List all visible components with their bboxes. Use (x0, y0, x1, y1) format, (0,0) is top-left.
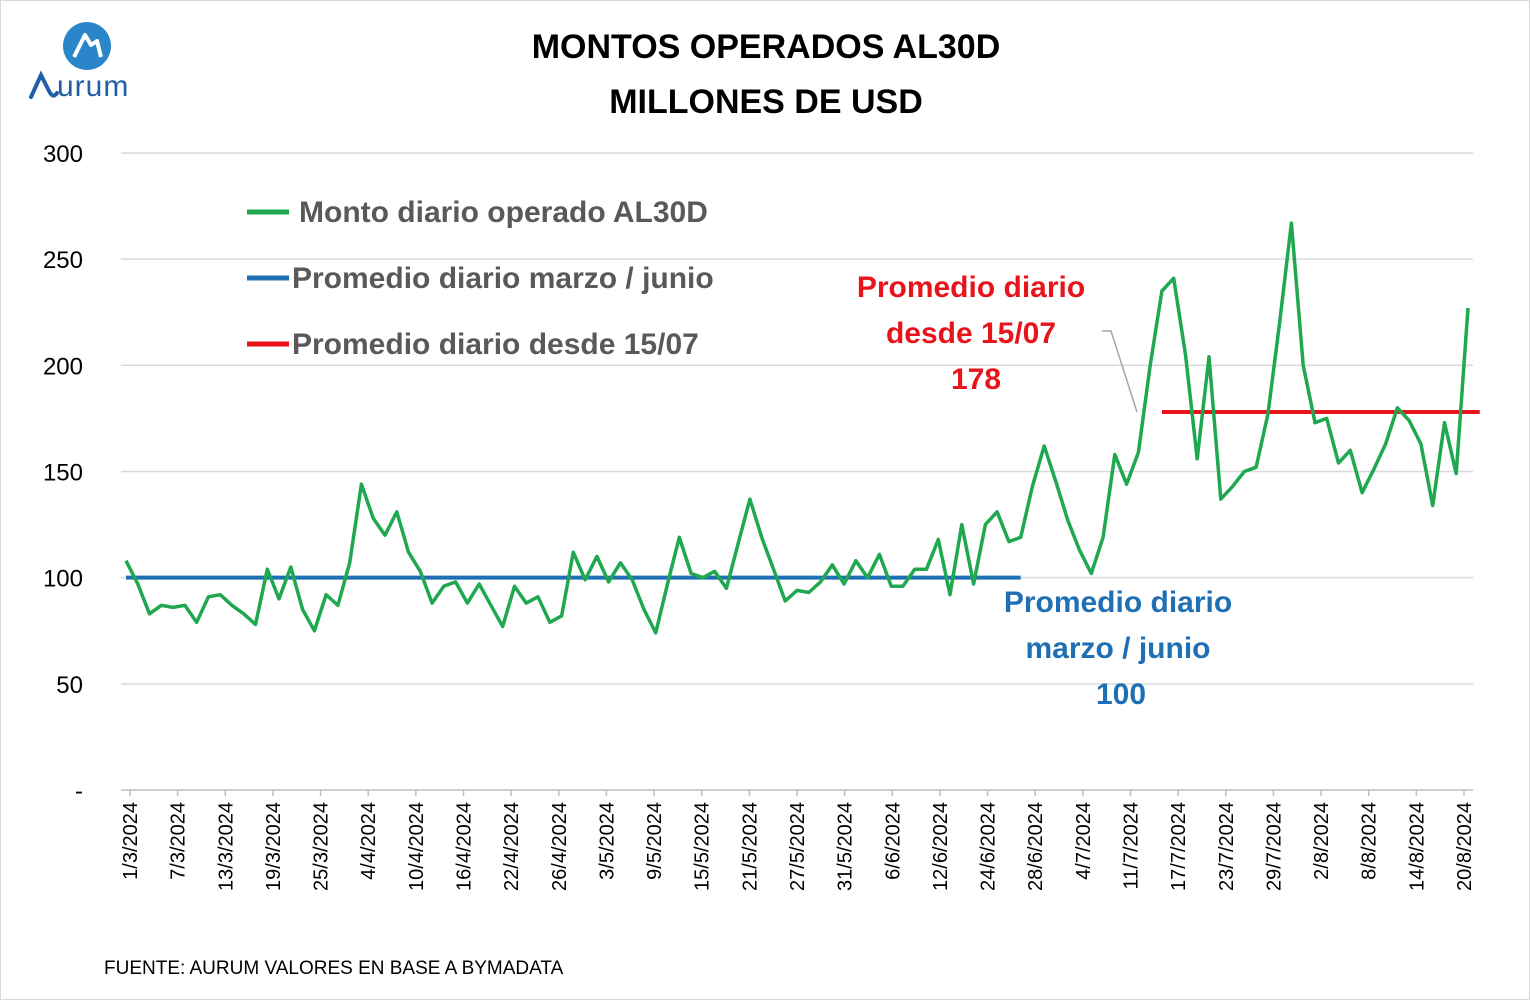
x-tick-label: 9/5/2024 (644, 802, 666, 880)
annotation-since-1507-line2: desde 15/07 (886, 317, 1056, 350)
x-tick-label: 10/4/2024 (406, 802, 428, 891)
x-tick-label: 11/7/2024 (1121, 802, 1143, 890)
legend: Monto diario operado AL30D Promedio diar… (247, 196, 714, 361)
x-tick-label: 4/4/2024 (358, 802, 380, 880)
legend-label-since-1507: Promedio diario desde 15/07 (292, 328, 699, 361)
x-tick-label: 29/7/2024 (1263, 802, 1285, 891)
source-note: FUENTE: AURUM VALORES EN BASE A BYMADATA (104, 958, 564, 979)
chart-subtitle: MILLONES DE USD (609, 83, 923, 121)
aurum-logo: urum (29, 22, 129, 103)
annotation-march-june-value: 100 (1096, 678, 1146, 711)
x-tick-label: 20/8/2024 (1454, 802, 1476, 891)
x-tick-label: 12/6/2024 (930, 802, 952, 891)
x-tick-label: 24/6/2024 (978, 802, 1000, 891)
y-tick-label: 100 (43, 566, 83, 593)
x-tick-label: 15/5/2024 (692, 802, 714, 891)
x-tick-label: 2/8/2024 (1311, 802, 1333, 880)
logo-circle-icon (63, 22, 111, 70)
x-tick-label: 1/3/2024 (120, 802, 142, 880)
logo-mark-icon (72, 33, 103, 58)
x-tick-label: 26/4/2024 (549, 802, 571, 891)
x-tick-label: 6/6/2024 (882, 802, 904, 880)
y-tick-label: 150 (43, 460, 83, 487)
y-tick-label: 50 (56, 672, 83, 699)
x-tick-label: 25/3/2024 (311, 802, 333, 891)
x-tick-label: 3/5/2024 (596, 802, 618, 880)
y-tick-label: 250 (43, 247, 83, 274)
x-tick-label: 7/3/2024 (168, 802, 190, 880)
annotation-since-1507-leader (1102, 330, 1138, 413)
x-tick-label: 4/7/2024 (1073, 802, 1095, 880)
series-line-monto-diario (124, 221, 1470, 635)
x-tick-label: 27/5/2024 (787, 802, 809, 891)
x-tick-label: 8/8/2024 (1359, 802, 1381, 880)
y-tick-label: 200 (43, 353, 83, 380)
annotation-since-1507-line1: Promedio diario (857, 271, 1085, 304)
y-tick-label: - (75, 778, 83, 805)
x-tick-label: 21/5/2024 (739, 802, 761, 891)
x-tick-label: 23/7/2024 (1216, 802, 1238, 891)
annotation-march-june-line1: Promedio diario (1004, 586, 1232, 619)
x-tick-label: 28/6/2024 (1025, 802, 1047, 891)
x-tick-label: 22/4/2024 (501, 802, 523, 891)
x-tick-label: 31/5/2024 (835, 802, 857, 891)
x-tick-label: 19/3/2024 (263, 802, 285, 891)
legend-label-series: Monto diario operado AL30D (299, 196, 708, 229)
y-axis: - 50 100 150 200 250 300 (43, 141, 83, 805)
legend-label-march-june: Promedio diario marzo / junio (292, 262, 714, 295)
x-tick-label: 17/7/2024 (1168, 802, 1190, 891)
annotation-march-june-line2: marzo / junio (1025, 632, 1210, 665)
logo-a-icon (29, 70, 59, 99)
annotation-march-june: Promedio diario marzo / junio 100 (1004, 586, 1232, 711)
x-tick-label: 16/4/2024 (454, 802, 476, 891)
x-tick-label: 14/8/2024 (1406, 802, 1428, 891)
y-tick-label: 300 (43, 141, 83, 168)
x-tick-label: 13/3/2024 (215, 802, 237, 891)
annotation-since-1507: Promedio diario desde 15/07 178 (857, 271, 1138, 413)
x-axis: 1/3/2024 7/3/2024 13/3/2024 19/3/2024 25/3/2… (120, 789, 1476, 891)
chart-title: MONTOS OPERADOS AL30D (532, 28, 1001, 66)
series-layer (124, 221, 1480, 635)
logo-text: urum (57, 70, 129, 103)
annotation-since-1507-value: 178 (951, 363, 1001, 396)
